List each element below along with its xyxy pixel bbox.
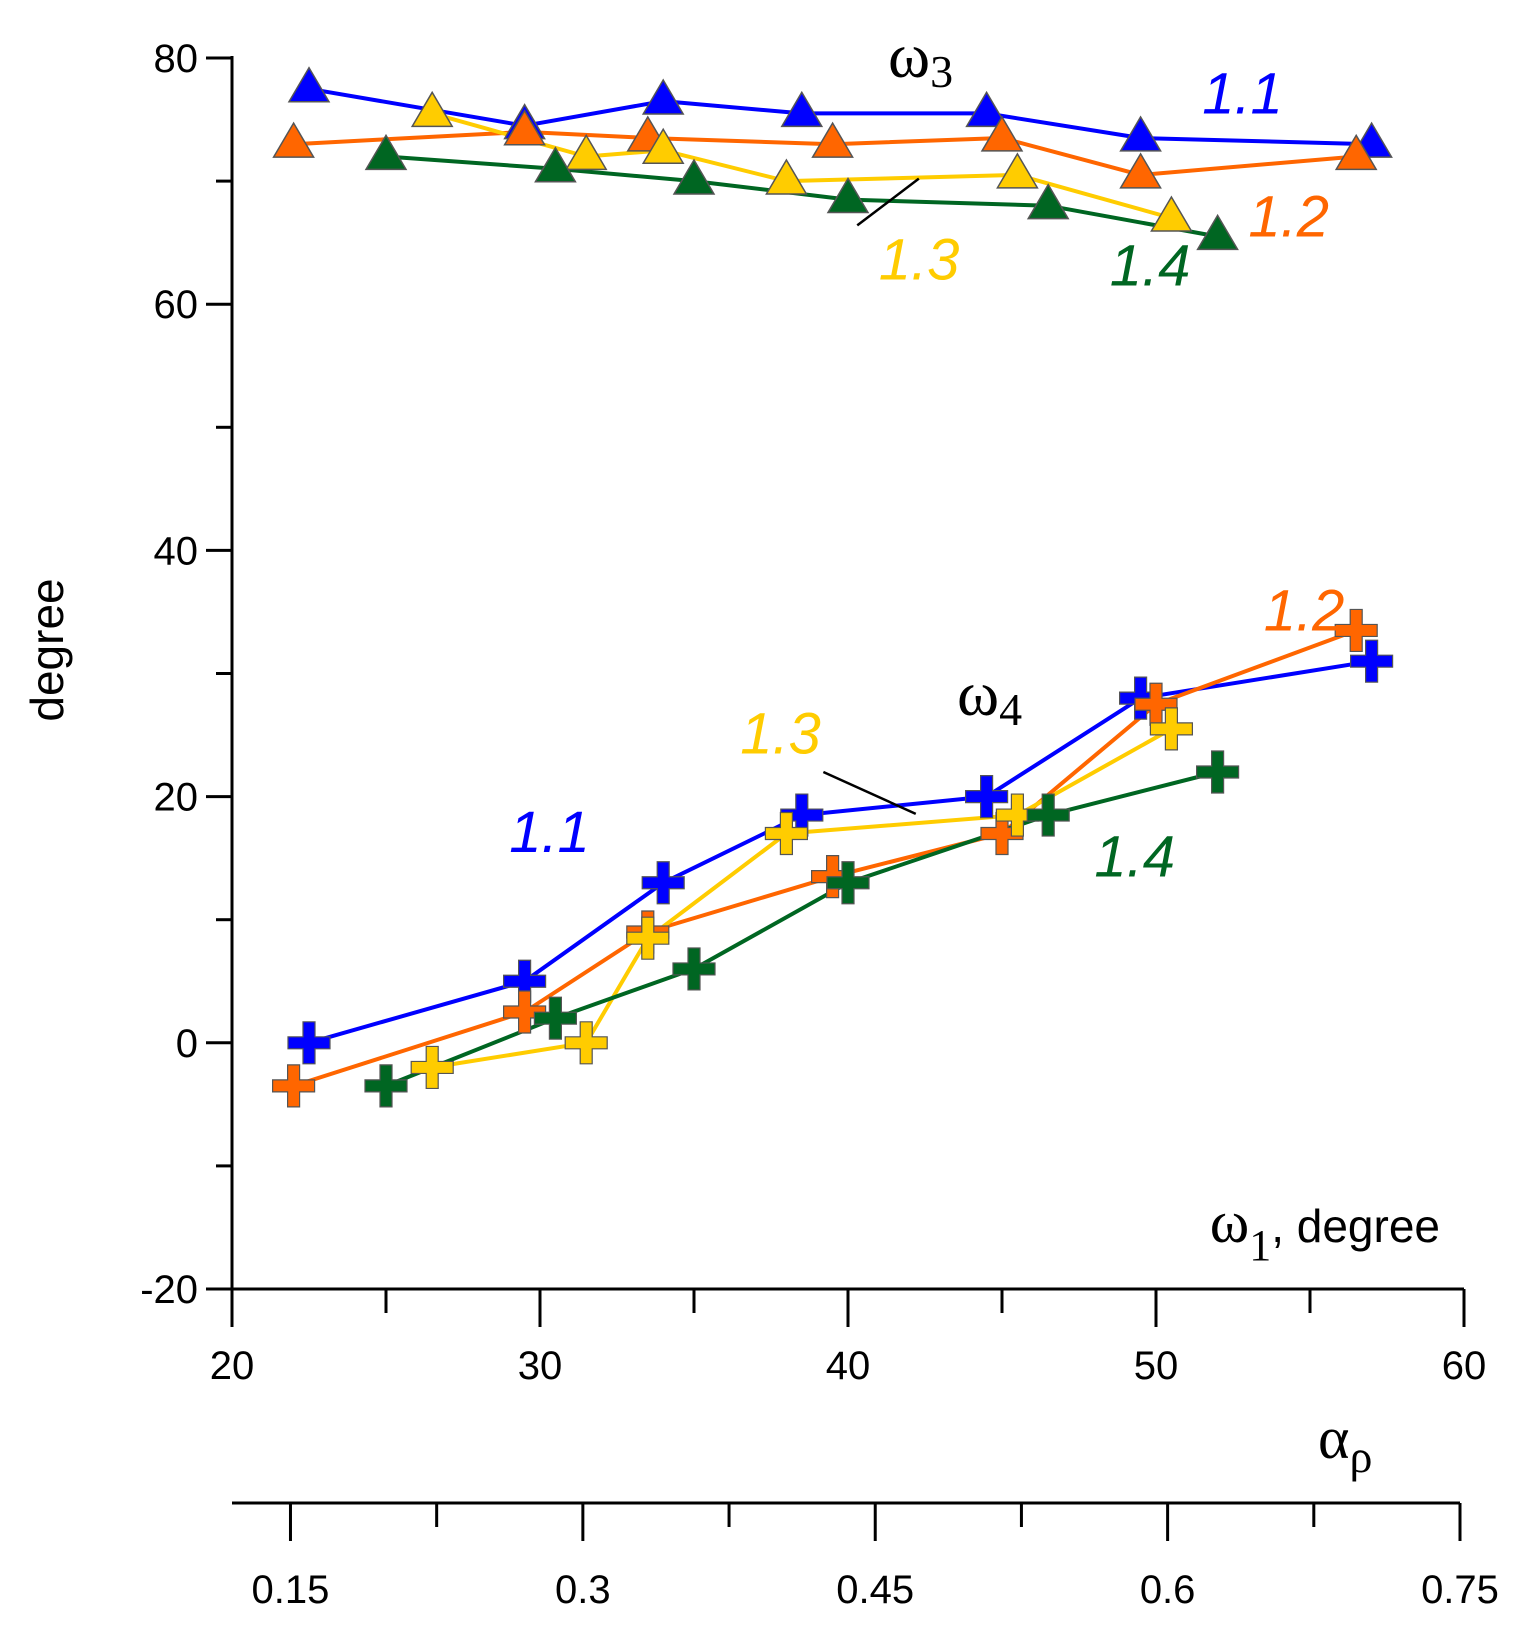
y-tick-label: 40 [154, 529, 199, 573]
data-point-omega3-1-3 [996, 152, 1039, 189]
data-point-omega4-1-2 [272, 1064, 316, 1108]
data-point-omega4-1-1 [965, 775, 1009, 819]
series-label-1-2: 1.2 [1264, 578, 1345, 643]
data-point-omega4-1-2 [1334, 608, 1378, 653]
series-label-1-2: 1.2 [1248, 184, 1329, 249]
x2-tick-label: 0.3 [555, 1568, 611, 1612]
y-axis-title: degree [21, 578, 73, 721]
axes: -20 0 20 40 60 80 20 30 40 50 60 0.15 0.3 0.45 0.6 0.75 [140, 37, 1499, 1612]
data-point-omega4-1-2 [503, 990, 547, 1034]
data-point-omega3-1-4 [364, 133, 408, 171]
omega4-annotation: ω4 [957, 658, 1022, 735]
data-point-omega3-1-4 [534, 146, 577, 183]
data-point-omega3-1-4 [826, 177, 870, 214]
data-point-omega3-1-1 [1119, 115, 1162, 152]
x-tick-label: 50 [1134, 1344, 1179, 1388]
x2-axis-title-subscript: ρ [1349, 1431, 1372, 1482]
omega3-subscript: 3 [930, 46, 953, 97]
series-line-omega4-1-2 [292, 628, 1357, 1088]
y-tick-label: 20 [154, 776, 199, 820]
data-point-omega4-1-3 [410, 1045, 454, 1090]
data-point-omega4-1-4 [533, 996, 577, 1040]
data-point-omega4-1-4 [364, 1064, 408, 1108]
series-label-1-1: 1.1 [509, 800, 590, 865]
data-point-omega4-1-1 [1350, 639, 1394, 683]
x2-axis-title: αρ [1318, 1405, 1372, 1482]
data-point-omega3-1-3 [1150, 195, 1193, 232]
x-tick-label: 40 [826, 1344, 871, 1388]
series-markers [272, 66, 1394, 1108]
x-axis-title-symbol: ω [1210, 1189, 1250, 1255]
omega4-symbol: ω [957, 658, 999, 729]
omega4-subscript: 4 [999, 684, 1022, 735]
data-point-omega4-1-4 [1026, 793, 1070, 837]
y-tick-label: -20 [140, 1268, 198, 1312]
x-axis-title-text: , degree [1271, 1200, 1440, 1252]
x-tick-label: 30 [518, 1344, 563, 1388]
data-point-omega4-1-1 [641, 861, 685, 905]
data-point-omega4-1-4 [672, 947, 716, 991]
data-point-omega4-1-3 [626, 916, 670, 960]
leader-lines [822, 177, 920, 815]
x-axis-title-subscript: 1 [1249, 1221, 1271, 1270]
data-point-omega4-1-4 [1196, 750, 1240, 794]
data-point-omega3-1-2 [1334, 133, 1378, 171]
y-tick-label: 60 [154, 283, 199, 327]
data-point-omega3-1-4 [1196, 213, 1239, 251]
x-tick-label: 60 [1442, 1344, 1487, 1388]
x2-tick-label: 0.75 [1421, 1568, 1499, 1612]
data-point-omega4-1-3 [764, 811, 808, 856]
y-tick-label: 80 [154, 37, 199, 81]
x2-tick-label: 0.15 [252, 1568, 330, 1612]
series-label-1-4: 1.4 [1094, 825, 1175, 890]
x2-tick-label: 0.45 [836, 1568, 914, 1612]
series-line-omega4-1-1 [308, 659, 1372, 1045]
series-label-1-1: 1.1 [1202, 61, 1283, 126]
data-point-omega3-1-2 [811, 121, 854, 158]
data-point-omega3-1-3 [641, 127, 685, 164]
y-tick-label: 0 [176, 1022, 198, 1066]
x-tick-label: 20 [210, 1344, 255, 1388]
x-axis-title: ω1, degree [1210, 1189, 1440, 1270]
x2-axis-title-symbol: α [1318, 1405, 1349, 1471]
leader-line-omega3-1-3 [856, 177, 920, 227]
data-point-omega4-1-4 [826, 861, 870, 905]
data-point-omega3-1-2 [503, 109, 546, 146]
data-point-omega3-1-3 [564, 133, 608, 171]
data-point-omega4-1-3 [995, 793, 1039, 837]
x2-tick-label: 0.6 [1140, 1568, 1196, 1612]
data-point-omega3-1-2 [980, 115, 1024, 152]
series-labels: 1.1 1.2 1.3 1.4 1.1 1.2 1.3 1.4 [509, 61, 1344, 889]
data-point-omega4-1-2 [980, 811, 1024, 856]
data-point-omega4-1-3 [564, 1021, 608, 1065]
data-point-omega3-1-1 [780, 90, 824, 128]
data-point-omega3-1-4 [1026, 183, 1070, 220]
data-point-omega3-1-2 [272, 121, 315, 158]
omega3-symbol: ω [888, 20, 930, 91]
data-point-omega3-1-1 [287, 66, 331, 103]
series-label-1-4: 1.4 [1110, 234, 1191, 299]
data-point-omega3-1-2 [1119, 152, 1162, 189]
series-label-1-3: 1.3 [740, 702, 821, 767]
data-point-omega4-1-3 [1149, 707, 1193, 751]
data-point-omega3-1-3 [410, 90, 454, 128]
data-point-omega3-1-3 [765, 158, 808, 195]
series-label-1-3: 1.3 [879, 228, 960, 293]
data-point-omega4-1-1 [287, 1021, 331, 1065]
leader-line-omega4-1-3 [822, 770, 917, 815]
data-point-omega3-1-4 [672, 158, 716, 195]
data-point-omega3-1-1 [641, 78, 685, 115]
series-line-omega3-1-3 [431, 111, 1172, 220]
omega3-annotation: ω3 [888, 20, 953, 97]
data-point-omega3-1-1 [965, 90, 1008, 128]
